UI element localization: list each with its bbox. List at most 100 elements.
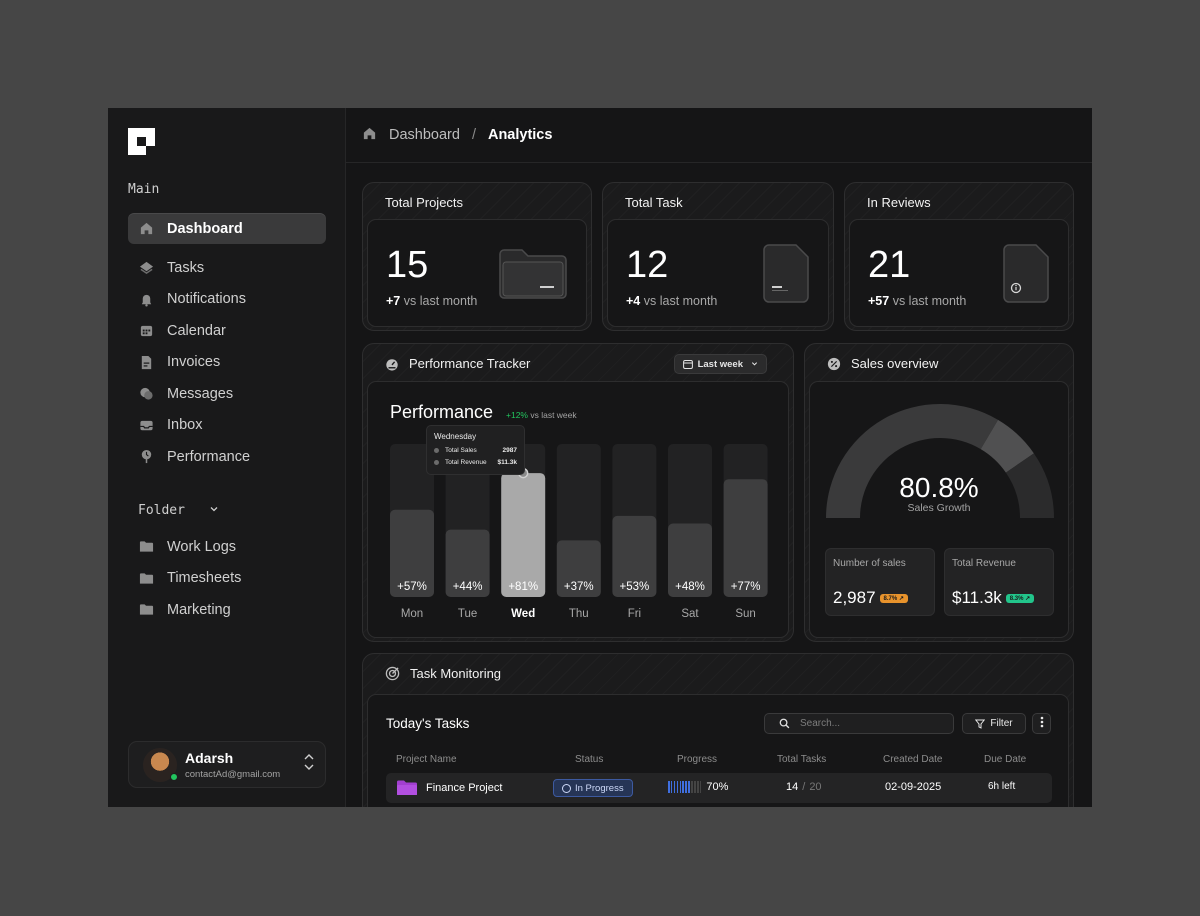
more-options-button[interactable] — [1032, 713, 1051, 734]
bar-sat[interactable] — [668, 523, 712, 597]
folder-section-toggle[interactable]: Folder — [138, 503, 219, 518]
folder-item-timesheets[interactable]: Timesheets — [128, 563, 326, 595]
more-vertical-icon — [1040, 715, 1044, 733]
nav-item-performance[interactable]: Performance — [128, 441, 326, 473]
column-header[interactable]: Due Date — [984, 754, 1027, 765]
sales-growth-gauge — [826, 404, 1054, 518]
column-header[interactable]: Total Tasks — [777, 754, 827, 765]
progress-tick — [668, 781, 670, 793]
nav-label: Calendar — [167, 322, 226, 339]
x-tick-label: Mon — [401, 608, 423, 620]
tooltip-title: Wednesday — [434, 432, 477, 441]
invoice-icon — [138, 354, 154, 370]
total-revenue-card: Total Revenue $11.3k 8.3% ↗ — [944, 548, 1054, 616]
project-cell: Finance Project — [396, 780, 502, 796]
folder-list: Work Logs Timesheets Marketing — [128, 531, 326, 626]
bar-tue[interactable] — [445, 529, 490, 597]
bar-mon[interactable] — [390, 509, 434, 597]
nav-item-messages[interactable]: Messages — [128, 378, 326, 410]
date-range-dropdown[interactable]: Last week — [673, 354, 767, 374]
nav-item-tasks[interactable]: Tasks — [128, 252, 326, 284]
user-email: contactAd@gmail.com — [185, 768, 281, 780]
stat-title: Total Projects — [385, 195, 464, 210]
chart-tooltip: Wednesday Total Sales 2987 Total Revenue $… — [426, 425, 525, 475]
stat-value: 21 — [868, 244, 911, 286]
section-label-main: Main — [128, 182, 160, 197]
nav-item-inbox[interactable]: Inbox — [128, 410, 326, 442]
table-row[interactable]: Finance Project In Progress 70% 14 / 20 … — [386, 773, 1052, 803]
tasks-heading: Today's Tasks — [386, 716, 470, 731]
document-icon — [763, 244, 809, 303]
breadcrumb-parent[interactable]: Dashboard — [389, 127, 460, 143]
chevron-down-icon — [751, 359, 758, 370]
status-badge: In Progress — [553, 779, 633, 797]
nav-item-dashboard[interactable]: Dashboard — [128, 213, 326, 244]
folder-icon — [397, 780, 417, 795]
stat-card-body: 15 +7 vs last month — [367, 219, 587, 327]
calendar-icon — [138, 323, 154, 339]
stat-delta: +57 vs last month — [868, 294, 967, 308]
filter-label: Filter — [990, 718, 1013, 729]
chevron-down-icon — [209, 503, 219, 518]
metric-badge: 8.7% ↗ — [879, 594, 908, 604]
date-range-label: Last week — [697, 358, 743, 370]
progress-tick — [676, 781, 679, 793]
bar-wed[interactable] — [501, 473, 546, 597]
calendar-icon — [682, 359, 693, 369]
performance-chart-card: Performance +12% vs last week +57% Mon +44… — [367, 381, 789, 638]
column-header[interactable]: Created Date — [883, 754, 943, 765]
main-nav: Dashboard Tasks Notifications Calendar I… — [128, 213, 326, 473]
bar-value-label: +44% — [453, 581, 483, 593]
folder-icon — [138, 602, 154, 618]
column-header[interactable]: Progress — [677, 754, 718, 765]
stat-card-body: 21 +57 vs last month — [849, 219, 1069, 327]
sidebar: Main Dashboard Tasks Notifications Calen… — [108, 108, 346, 807]
progress-cell: 70% — [668, 781, 728, 793]
nav-item-invoices[interactable]: Invoices — [128, 347, 326, 379]
column-header[interactable]: Project Name — [396, 754, 457, 765]
app-logo[interactable] — [128, 128, 155, 155]
layers-icon — [138, 260, 154, 276]
x-tick-label: Sun — [735, 608, 755, 620]
target-icon — [385, 666, 400, 681]
column-header[interactable]: Status — [575, 754, 604, 765]
avatar — [143, 747, 178, 782]
progress-tick — [699, 781, 702, 793]
bar-sun[interactable] — [723, 479, 768, 597]
filter-button[interactable]: Filter — [962, 713, 1026, 734]
progress-tick — [679, 781, 682, 793]
progress-bar — [668, 781, 702, 793]
page-title: Analytics — [487, 127, 553, 143]
x-tick-label: Sat — [681, 608, 699, 620]
folder-item-work-logs[interactable]: Work Logs — [128, 531, 326, 563]
progress-tick — [673, 781, 676, 793]
panel-title: Performance Tracker — [385, 356, 530, 371]
bar-thu[interactable] — [556, 540, 601, 597]
progress-tick — [685, 781, 687, 793]
stat-title: In Reviews — [867, 195, 931, 210]
gauge-highlight-arc — [980, 419, 1034, 473]
bar-fri[interactable] — [612, 515, 657, 597]
bar-value-label: +53% — [620, 581, 650, 593]
user-account-switcher[interactable]: Adarsh contactAd@gmail.com — [128, 741, 326, 788]
panel-title: Task Monitoring — [385, 666, 501, 681]
nav-item-calendar[interactable]: Calendar — [128, 315, 326, 347]
metric-label: Total Revenue — [952, 558, 1016, 569]
stat-card-total-projects: Total Projects 15 +7 vs last month — [362, 182, 592, 331]
bar-value-label: +57% — [397, 581, 427, 593]
stat-card-total-task: Total Task 12 +4 vs last month — [602, 182, 834, 331]
folder-item-marketing[interactable]: Marketing — [128, 594, 326, 626]
home-icon[interactable] — [362, 126, 377, 145]
stat-card-in-reviews: In Reviews 21 +57 vs last month — [844, 182, 1074, 331]
performance-icon — [138, 449, 154, 465]
metric-value: $11.3k 8.3% ↗ — [952, 588, 1035, 608]
nav-item-notifications[interactable]: Notifications — [128, 284, 326, 316]
progress-tick — [691, 781, 693, 793]
nav-label: Inbox — [167, 417, 203, 434]
search-input[interactable]: Search... — [764, 713, 954, 734]
stat-value: 12 — [626, 244, 669, 286]
tasks-total: 20 — [809, 781, 822, 793]
bar-value-label: +81% — [508, 581, 538, 593]
folder-icon — [138, 570, 154, 586]
folder-section-label: Folder — [138, 503, 185, 518]
